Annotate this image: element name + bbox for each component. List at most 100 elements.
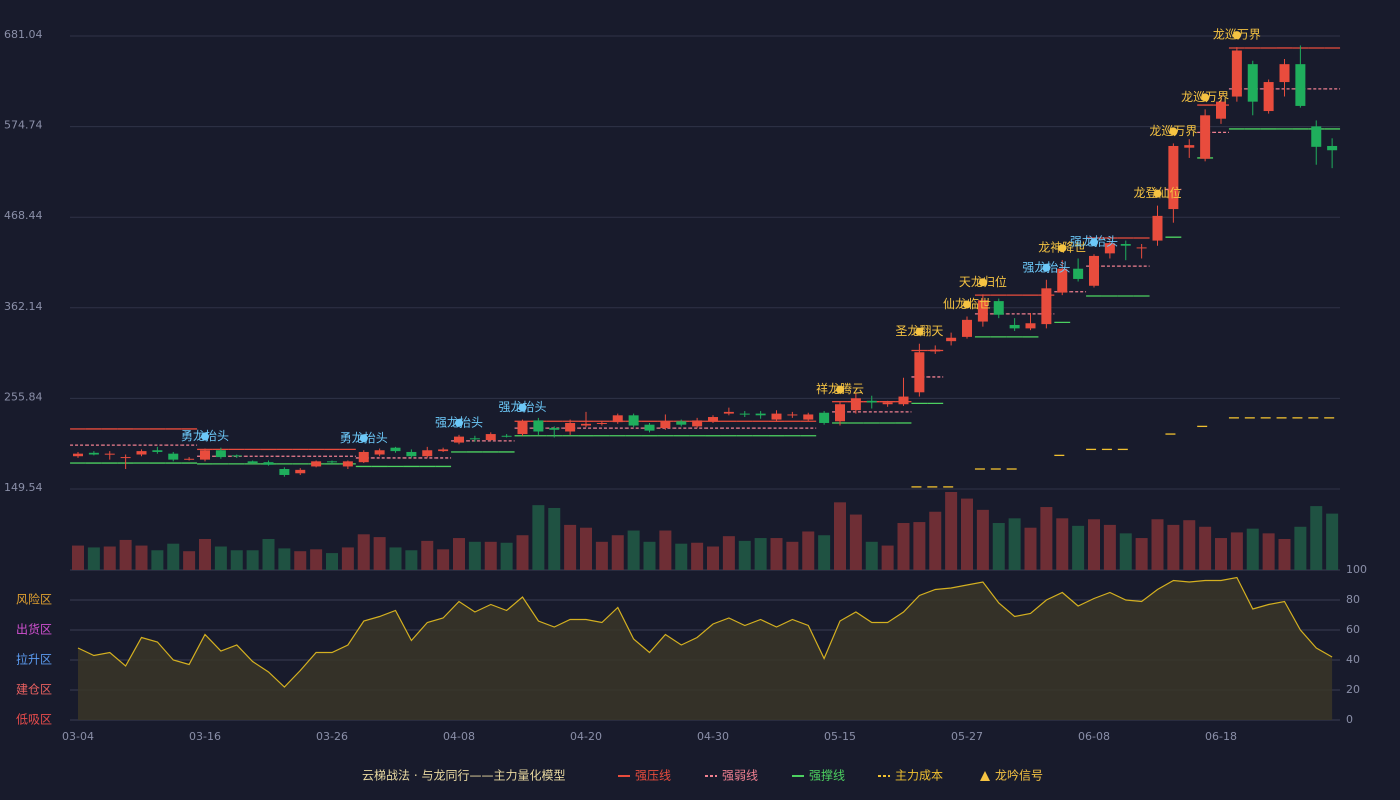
candle-body [1009,324,1020,329]
candle-body [1073,268,1084,279]
signal-marker [836,385,844,394]
candle-body [374,450,385,455]
candle-body [1041,288,1052,325]
candle-body [200,450,210,460]
volume-bar [992,523,1005,570]
y-tick-label: 255.84 [4,390,43,403]
x-tick-label: 04-20 [570,730,602,743]
candle-body [1136,247,1147,249]
legend-label: 龙吟信号 [995,768,1043,783]
candle-body [723,411,734,414]
candle-body [898,396,909,405]
volume-bar [707,546,719,570]
volume-bar [802,531,815,570]
candle-body [565,422,576,432]
candle-body [1231,50,1242,97]
volume-bar [246,550,259,570]
volume-bar [214,546,227,570]
candle-body [581,423,591,426]
volume-bar [786,541,799,570]
signal-label: 天龙归位 [959,274,1007,289]
volume-bar [897,523,910,570]
signal-label: 强龙抬头 [498,400,546,414]
volume-bar [961,498,973,570]
candle-body [327,461,337,463]
volume-bar [1008,518,1021,570]
candle-body [1089,255,1099,286]
volume-bar [627,530,640,570]
volume-bar [87,547,100,570]
volume-bar [1199,526,1212,570]
volume-bar [230,550,243,570]
candle-body [1057,268,1068,293]
candle-body [215,450,226,458]
osc-area [78,577,1333,720]
volume-bar [564,524,577,570]
candle-body [1152,215,1163,241]
signal-label: 龙巡万界 [1149,124,1197,138]
signal-marker [1042,263,1051,272]
osc-tick-label: 100 [1346,563,1367,576]
signal-marker [201,432,209,441]
signal-marker [359,434,368,443]
x-tick-label: 03-04 [62,730,94,743]
y-tick-label: 468.44 [4,209,43,222]
volume-bar [1246,528,1259,570]
candle-body [406,451,417,457]
volume-bar [1056,518,1069,570]
candle-body [263,462,274,465]
legend-signal-icon [980,771,990,781]
candle-body [628,415,639,426]
candle-body [771,413,782,420]
volume-bar [722,536,735,570]
candle-body [184,458,195,460]
candle-body [787,414,798,416]
volume-bar [310,549,323,570]
volume-bar [1103,524,1116,570]
volume-bar [421,540,434,570]
x-tick-label: 03-16 [189,730,221,743]
volume-bar [1310,506,1323,570]
candle-body [422,450,433,457]
candle-body [1216,101,1226,119]
candle-body [136,451,147,455]
candle-body [946,337,957,342]
candle-body [358,451,369,463]
candle-body [1247,64,1258,102]
volume-bar [659,530,672,570]
candle-body [1184,145,1195,148]
zone-label: 出货区 [16,622,52,637]
osc-tick-label: 20 [1346,683,1360,696]
volume-bar [1072,525,1085,570]
candle-body [168,453,179,460]
signal-label: 祥龙腾云 [816,381,864,396]
candle-body [120,457,131,459]
volume-bar [691,542,704,570]
candle-body [1327,145,1338,151]
zone-label: 低吸区 [16,713,52,727]
osc-tick-label: 0 [1346,713,1353,726]
signal-marker [1169,127,1178,136]
volume-bar [976,509,989,570]
candle-body [295,469,306,474]
candle-body [1104,243,1115,254]
volume-bar [437,549,450,570]
legend-title: 云梯战法 · 与龙同行——主力量化模型 [362,769,565,783]
candle-body [755,413,766,416]
volume-bar [373,537,386,570]
candle-body [977,300,988,322]
volume-bar [611,535,624,570]
zone-label: 建仓区 [16,683,52,697]
candle-body [549,428,560,430]
volume-bar [818,535,831,570]
volume-bar [643,541,656,570]
signal-marker [915,327,924,336]
y-tick-label: 362.14 [4,300,43,313]
signal-label: 龙神降世 [1038,241,1086,255]
zone-label: 风险区 [16,592,52,607]
candle-body [1168,145,1179,210]
x-tick-label: 05-27 [951,730,983,743]
volume-bar [278,548,291,570]
volume-bar [357,534,370,570]
legend-label: 强弱线 [722,769,758,783]
